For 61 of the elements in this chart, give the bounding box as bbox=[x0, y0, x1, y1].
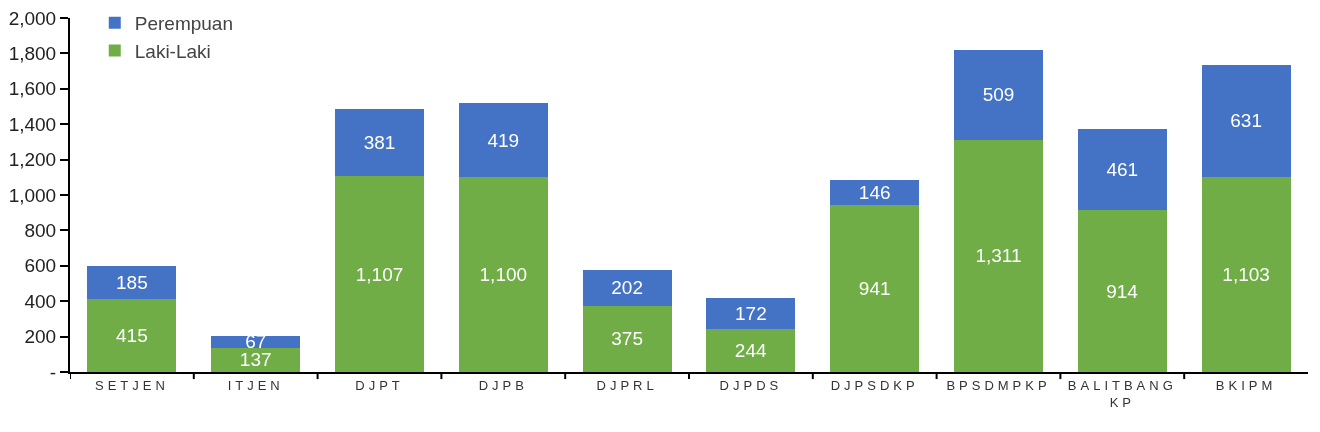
data-label: 137 bbox=[239, 349, 272, 371]
bar bbox=[1201, 176, 1291, 372]
bar bbox=[334, 176, 425, 372]
x-tick-label: BPSDMPKP bbox=[946, 377, 1051, 393]
y-tick-label: - bbox=[49, 361, 57, 383]
y-tick-label: 1,600 bbox=[8, 78, 57, 100]
y-tick-label: 400 bbox=[24, 290, 57, 312]
y-tick-label: 200 bbox=[24, 326, 57, 348]
bar bbox=[582, 305, 672, 372]
bar bbox=[582, 269, 672, 306]
data-label: 1,103 bbox=[1222, 263, 1270, 285]
bar bbox=[1077, 128, 1167, 211]
data-label: 631 bbox=[1230, 110, 1262, 132]
y-tick-label: 2,000 bbox=[8, 7, 57, 29]
x-tick-label: DJPSDKP bbox=[830, 377, 919, 393]
bar bbox=[458, 103, 548, 178]
data-label: 509 bbox=[982, 84, 1015, 106]
data-label: 415 bbox=[116, 324, 148, 346]
data-label: 375 bbox=[611, 328, 643, 350]
data-label: 146 bbox=[858, 182, 891, 204]
bar bbox=[1201, 65, 1291, 177]
data-label: 381 bbox=[363, 131, 396, 153]
data-label: 419 bbox=[487, 129, 520, 151]
y-tick-label: 800 bbox=[24, 220, 57, 242]
x-tick-label: DJPRL bbox=[596, 377, 658, 393]
data-label: 1,100 bbox=[479, 264, 528, 286]
y-tick-label: 1,200 bbox=[8, 149, 57, 171]
legend-label: Perempuan bbox=[134, 13, 233, 35]
x-tick-label: BALITBANG KP bbox=[1067, 377, 1177, 410]
y-tick-label: 1,800 bbox=[8, 43, 57, 65]
x-tick-label: SETJEN bbox=[94, 377, 169, 393]
x-tick-label: ITJEN bbox=[227, 377, 284, 393]
bar bbox=[334, 108, 425, 177]
bar bbox=[458, 177, 548, 372]
bar bbox=[706, 298, 796, 329]
bar bbox=[87, 265, 177, 299]
data-label: 461 bbox=[1106, 158, 1139, 180]
bar bbox=[706, 328, 796, 372]
data-label: 1,107 bbox=[355, 263, 404, 285]
data-label: 202 bbox=[611, 277, 643, 299]
data-label: 244 bbox=[734, 339, 767, 361]
data-label: 185 bbox=[116, 271, 148, 293]
bar bbox=[953, 49, 1044, 140]
bar bbox=[953, 139, 1044, 372]
bar bbox=[211, 335, 301, 348]
data-label: 172 bbox=[735, 303, 767, 325]
x-tick-label: DJPDS bbox=[719, 377, 783, 393]
bar bbox=[1077, 210, 1167, 372]
data-label: 914 bbox=[1106, 280, 1139, 302]
data-label: 941 bbox=[858, 278, 891, 300]
x-tick-label: DJPB bbox=[478, 377, 528, 393]
bar bbox=[87, 298, 177, 372]
x-tick-label: DJPT bbox=[355, 377, 404, 393]
legend-label: Laki-Laki bbox=[134, 40, 211, 62]
bar bbox=[211, 347, 301, 372]
y-tick-label: 600 bbox=[24, 255, 57, 277]
data-label: 1,311 bbox=[975, 245, 1022, 267]
x-tick-label: BKIPM bbox=[1215, 377, 1277, 393]
y-tick-label: 1,000 bbox=[8, 184, 57, 206]
bar bbox=[830, 205, 920, 372]
y-tick-label: 1,400 bbox=[8, 113, 57, 135]
